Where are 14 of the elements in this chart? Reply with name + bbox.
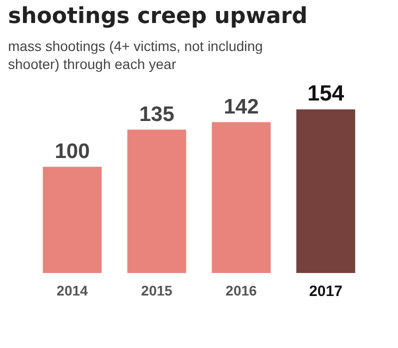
x-tick-label: 2015 [141,282,173,298]
bar [42,166,102,273]
data-label: 154 [307,80,345,106]
x-tick-label: 2016 [226,282,258,298]
bar [212,122,271,273]
chart-subtitle: mass shootings (4+ victims, not including shooter) through each year [8,37,264,73]
x-tick-label: 2017 [309,283,342,300]
x-tick-label: 2014 [56,282,88,298]
data-label: 142 [224,95,259,118]
data-label: 135 [139,102,175,126]
data-label: 100 [54,140,90,164]
bar [127,130,186,273]
chart-title: shootings creep upward [8,4,309,29]
bar [296,109,356,273]
